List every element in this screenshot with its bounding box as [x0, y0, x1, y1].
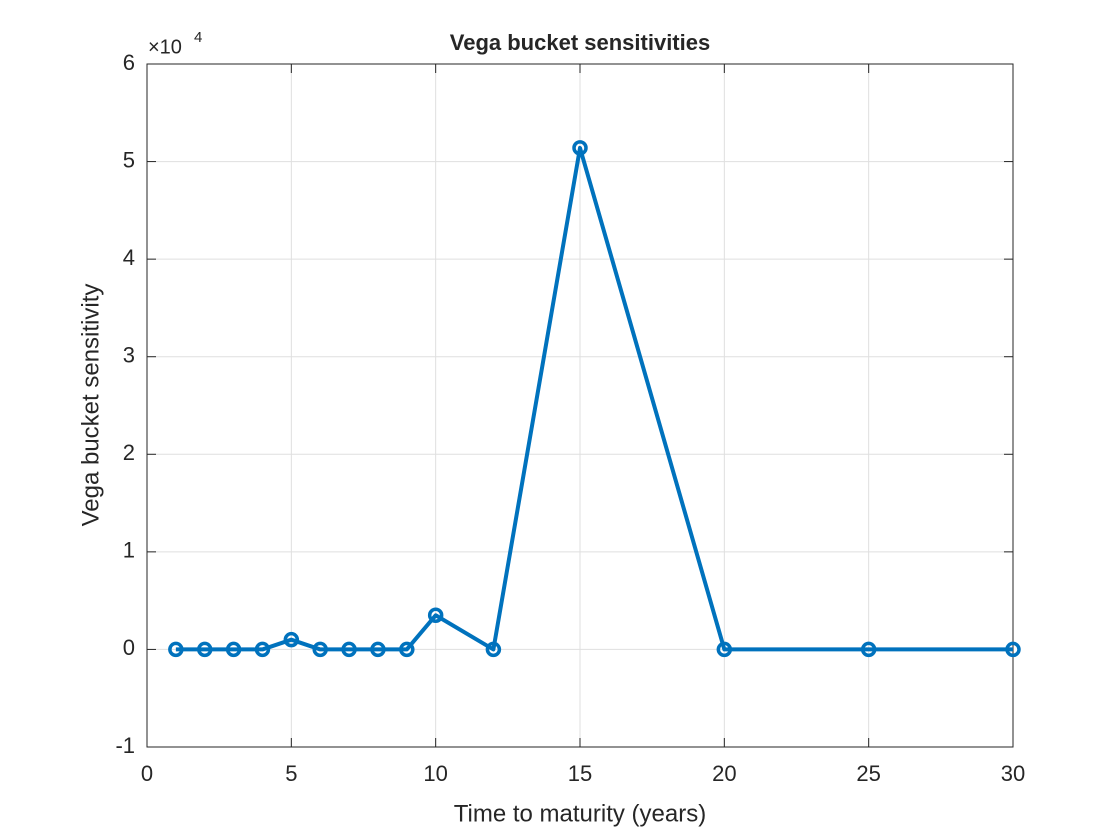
- data-marker: [860, 641, 877, 658]
- x-tick-label: 0: [141, 761, 153, 786]
- x-tick-label: 15: [568, 761, 592, 786]
- data-marker: [341, 641, 357, 658]
- y-tick-label: 2: [123, 440, 135, 465]
- y-tick-label: -1: [115, 733, 135, 758]
- data-marker: [168, 641, 184, 658]
- x-tick-label: 5: [285, 761, 297, 786]
- y-axis-label: Vega bucket sensitivity: [77, 284, 104, 527]
- data-marker: [254, 641, 271, 658]
- x-tick-label: 20: [712, 761, 736, 786]
- y-tick-label: 6: [123, 50, 135, 75]
- data-marker: [1005, 641, 1021, 658]
- data-marker: [370, 641, 386, 658]
- data-marker: [399, 641, 415, 658]
- chart-title: Vega bucket sensitivities: [450, 30, 710, 55]
- data-marker: [572, 140, 588, 156]
- y-scale-base: ×10: [148, 36, 182, 58]
- data-marker: [716, 641, 733, 658]
- data-line: [175, 145, 1013, 652]
- y-tick-label: 5: [123, 147, 135, 172]
- x-tick-label: 10: [423, 761, 447, 786]
- data-marker: [485, 641, 502, 658]
- y-tick-label: 4: [123, 245, 135, 270]
- data-marker: [196, 641, 213, 658]
- y-tick-label: 3: [123, 343, 135, 368]
- x-axis-label: Time to maturity (years): [454, 800, 706, 827]
- data-marker: [283, 631, 300, 648]
- data-marker: [427, 607, 444, 624]
- data-marker: [312, 641, 328, 658]
- x-tick-label: 30: [1001, 761, 1025, 786]
- plot-frame: [146, 63, 1014, 748]
- y-tick-label: 0: [123, 635, 135, 660]
- y-tick-label: 1: [123, 538, 135, 563]
- data-marker: [225, 641, 242, 658]
- y-scale-exponent: 4: [194, 29, 202, 46]
- x-tick-label: 25: [856, 761, 880, 786]
